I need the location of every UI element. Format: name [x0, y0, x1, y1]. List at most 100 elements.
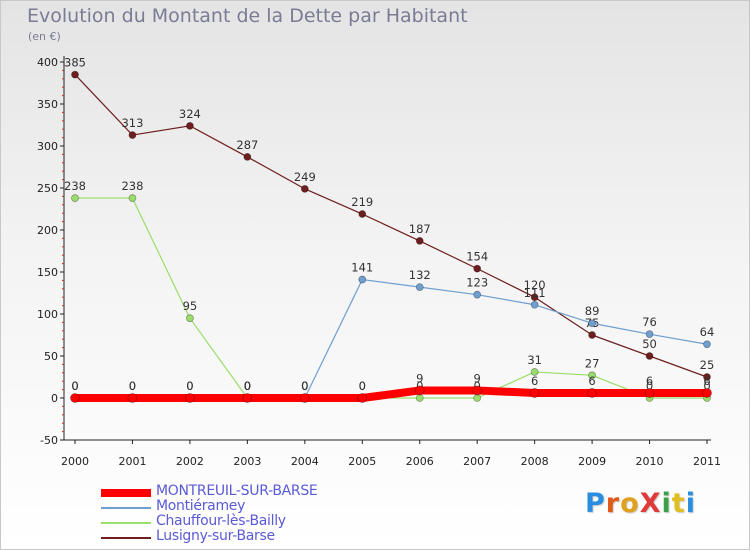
data-point-chauffour-l-s-bailly	[71, 194, 79, 202]
data-point-chauffour-l-s-bailly	[588, 371, 596, 380]
data-point-chauffour-l-s-bailly	[186, 314, 194, 323]
data-point-lusigny-sur-barse	[415, 237, 424, 245]
data-label-montreuil-sur-barse: 0	[71, 379, 78, 393]
data-point-montreuil-sur-barse	[357, 393, 368, 403]
data-label-montreuil-sur-barse: 0	[186, 379, 193, 393]
data-point-monti-ramey	[703, 340, 711, 349]
data-point-montreuil-sur-barse	[644, 388, 655, 398]
data-label-montreuil-sur-barse: 0	[359, 379, 366, 393]
data-label-montreuil-sur-barse: 6	[588, 374, 595, 388]
data-point-chauffour-l-s-bailly	[128, 194, 137, 202]
data-label-lusigny-sur-barse: 25	[700, 358, 715, 372]
legend-label: Lusigny-sur-Barse	[156, 528, 275, 544]
data-label-monti-ramey: 0	[186, 379, 193, 393]
legend-label: MONTREUIL-SUR-BARSE	[156, 483, 318, 499]
y-tick-label: 250	[37, 182, 58, 195]
x-tick-label: 2004	[291, 455, 319, 468]
x-tick-label: 2011	[693, 455, 721, 468]
x-tick-label: 2001	[118, 455, 146, 468]
proxiti-logo: ProXiti	[585, 488, 696, 519]
x-tick-label: 2007	[463, 455, 491, 468]
data-label-monti-ramey: 89	[585, 304, 600, 318]
legend-swatch	[101, 537, 151, 539]
data-label-montreuil-sur-barse: 6	[703, 374, 710, 388]
chart-subtitle: (en €)	[28, 30, 61, 43]
y-tick-label: 200	[37, 224, 58, 237]
data-label-chauffour-l-s-bailly: 95	[183, 299, 198, 313]
data-point-monti-ramey	[473, 290, 482, 299]
chart-title: Evolution du Montant de la Dette par Hab…	[27, 5, 468, 27]
data-label-chauffour-l-s-bailly: 0	[703, 379, 710, 393]
data-point-chauffour-l-s-bailly	[530, 368, 539, 376]
data-point-montreuil-sur-barse	[70, 393, 80, 403]
data-point-montreuil-sur-barse	[242, 393, 253, 403]
data-point-lusigny-sur-barse	[128, 131, 137, 139]
data-label-chauffour-l-s-bailly: 31	[527, 353, 542, 367]
y-tick-label: 50	[44, 350, 58, 363]
data-label-chauffour-l-s-bailly: 238	[121, 179, 143, 193]
y-tick-label: 400	[37, 56, 58, 69]
data-point-monti-ramey	[415, 283, 424, 292]
data-label-lusigny-sur-barse: 50	[642, 337, 657, 351]
x-tick-label: 2003	[233, 455, 261, 468]
data-label-lusigny-sur-barse: 287	[236, 138, 258, 152]
data-point-montreuil-sur-barse	[299, 393, 310, 403]
data-label-montreuil-sur-barse: 0	[129, 379, 136, 393]
data-point-monti-ramey	[588, 319, 596, 328]
data-point-lusigny-sur-barse	[358, 210, 367, 218]
series-line-lusigny-sur-barse	[74, 73, 708, 378]
data-point-lusigny-sur-barse	[530, 293, 539, 302]
data-label-monti-ramey: 141	[351, 261, 373, 275]
y-tick-label: 100	[37, 308, 58, 321]
data-point-lusigny-sur-barse	[588, 331, 596, 339]
data-label-chauffour-l-s-bailly: 238	[64, 179, 86, 193]
y-tick-label: 150	[37, 266, 58, 279]
legend-swatch	[101, 489, 151, 497]
x-tick-label: 2006	[406, 455, 434, 468]
data-label-monti-ramey: 64	[700, 325, 715, 339]
data-point-lusigny-sur-barse	[473, 264, 482, 273]
data-label-chauffour-l-s-bailly: 0	[646, 379, 653, 393]
data-point-lusigny-sur-barse	[703, 373, 711, 381]
data-point-montreuil-sur-barse	[127, 393, 138, 403]
data-point-montreuil-sur-barse	[472, 385, 483, 396]
y-tick-label: -50	[40, 434, 58, 447]
data-label-monti-ramey: 123	[466, 276, 488, 290]
data-point-lusigny-sur-barse	[300, 184, 309, 193]
data-point-monti-ramey	[530, 300, 539, 309]
data-label-montreuil-sur-barse: 9	[474, 371, 481, 385]
data-label-monti-ramey: 0	[71, 379, 78, 393]
x-tick-label: 2005	[348, 455, 376, 468]
y-tick-label: 350	[37, 98, 58, 111]
data-label-chauffour-l-s-bailly: 0	[244, 379, 251, 393]
data-label-chauffour-l-s-bailly: 27	[585, 356, 600, 370]
data-point-montreuil-sur-barse	[702, 388, 712, 398]
x-tick-label: 2002	[176, 455, 204, 468]
data-label-lusigny-sur-barse: 187	[409, 222, 431, 236]
data-point-monti-ramey	[358, 275, 367, 284]
data-label-montreuil-sur-barse: 6	[646, 374, 653, 388]
legend-swatch	[101, 522, 151, 524]
y-tick-label: 0	[51, 392, 58, 405]
data-label-lusigny-sur-barse: 154	[466, 250, 488, 264]
data-label-montreuil-sur-barse: 9	[416, 371, 423, 385]
data-label-lusigny-sur-barse: 313	[121, 116, 143, 130]
data-label-monti-ramey: 132	[409, 268, 431, 282]
legend-label: Chauffour-lès-Bailly	[156, 513, 286, 529]
data-point-chauffour-l-s-bailly	[473, 394, 482, 402]
data-point-montreuil-sur-barse	[587, 388, 597, 398]
data-label-montreuil-sur-barse: 6	[531, 374, 538, 388]
x-tick-label: 2010	[636, 455, 664, 468]
data-label-lusigny-sur-barse: 120	[524, 278, 546, 292]
series-line-monti-ramey	[74, 278, 708, 399]
data-label-monti-ramey: 0	[301, 379, 308, 393]
data-point-monti-ramey	[645, 330, 654, 339]
legend-swatch	[101, 507, 151, 509]
x-tick-label: 2009	[578, 455, 606, 468]
data-point-montreuil-sur-barse	[529, 388, 540, 398]
x-tick-label: 2008	[521, 455, 549, 468]
data-label-lusigny-sur-barse: 324	[179, 107, 201, 121]
x-tick-label: 2000	[61, 455, 89, 468]
